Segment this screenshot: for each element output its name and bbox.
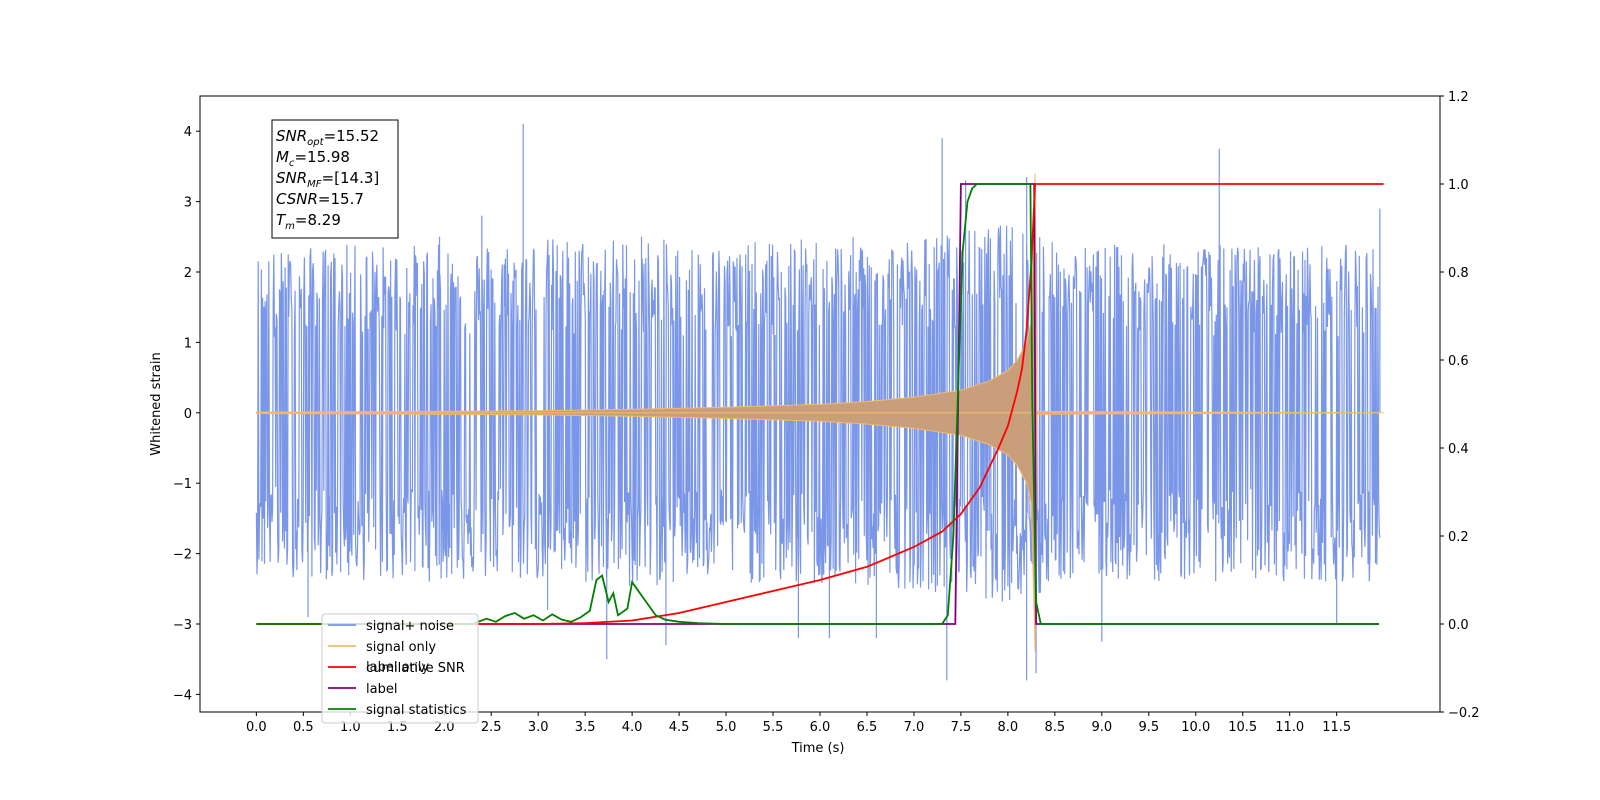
x-tick-label: 6.0: [810, 720, 831, 735]
stats-line: Tm=8.29: [276, 211, 341, 232]
stats-line: CSNR=15.7: [276, 190, 364, 208]
y-axis-left: −4 −3 −2 −1 0 1 2 3 4: [173, 125, 200, 703]
series-signal-noise: [255, 225, 1381, 602]
x-tick-label: 8.5: [1045, 720, 1066, 735]
legend-label: signal statistics: [366, 703, 467, 718]
x-axis-label: Time (s): [791, 741, 845, 756]
plot-area: [255, 124, 1384, 681]
x-tick-label: 10.5: [1228, 720, 1257, 735]
x-tick-label: 2.5: [481, 720, 502, 735]
x-tick-label: 1.5: [387, 720, 408, 735]
x-tick-label: 7.5: [951, 720, 972, 735]
y2-tick-label: 0.0: [1448, 618, 1469, 633]
legend-label: signal only: [366, 640, 436, 655]
y-tick-label: −1: [173, 477, 192, 492]
y2-tick-label: 0.4: [1448, 442, 1469, 457]
legend: label only signal+ noise signal only cumila…: [321, 613, 479, 724]
y-tick-label: 1: [184, 336, 192, 351]
y-tick-label: 4: [184, 125, 192, 140]
x-tick-label: 8.0: [998, 720, 1019, 735]
x-tick-label: 9.0: [1091, 720, 1112, 735]
stats-box-frame: [271, 119, 399, 239]
y2-tick-label: 0.8: [1448, 266, 1469, 281]
y-axis-right: −0.2 0.0 0.2 0.4 0.6 0.8 1.0 1.2: [1440, 90, 1480, 721]
y2-tick-label: 1.2: [1448, 90, 1469, 105]
y2-tick-label: 1.0: [1448, 178, 1469, 193]
y-tick-label: 3: [184, 196, 192, 211]
x-tick-label: 7.0: [904, 720, 925, 735]
x-tick-label: 3.5: [575, 720, 596, 735]
x-tick-label: 11.5: [1322, 720, 1351, 735]
y-tick-label: −4: [173, 688, 192, 703]
x-axis: 0.0 0.5 1.0 1.5 2.0 2.5 3.0 3.5 4.0 4.5 5.0 5.5 6.0 6…: [246, 712, 1351, 735]
x-tick-label: 1.0: [340, 720, 361, 735]
x-tick-label: 2.0: [434, 720, 455, 735]
x-tick-label: 4.5: [669, 720, 690, 735]
x-tick-label: 11.0: [1275, 720, 1304, 735]
y2-tick-label: −0.2: [1448, 706, 1480, 721]
legend-frame: [321, 613, 479, 724]
legend-label: signal+ noise: [366, 619, 454, 634]
legend-ghost-entry: label only: [366, 660, 429, 675]
x-tick-label: 0.0: [246, 720, 267, 735]
stats-box: SNRopt=15.52Mc=15.98SNRMF=[14.3]CSNR=15.…: [271, 119, 399, 239]
y2-tick-label: 0.6: [1448, 354, 1469, 369]
x-tick-label: 10.0: [1181, 720, 1210, 735]
stats-line: SNRMF=[14.3]: [276, 169, 379, 190]
legend-label: label: [366, 682, 397, 697]
y-tick-label: −2: [173, 548, 192, 563]
x-tick-label: 4.0: [622, 720, 643, 735]
stats-line: SNRopt=15.52: [276, 127, 379, 148]
x-tick-label: 0.5: [293, 720, 314, 735]
x-tick-label: 5.0: [716, 720, 737, 735]
series-signal-statistics: [256, 183, 1379, 625]
y-axis-label: Whitened strain: [149, 352, 164, 455]
legend-label: cumilative SNR: [366, 661, 465, 676]
y2-tick-label: 0.2: [1448, 530, 1469, 545]
stats-line: Mc=15.98: [276, 148, 350, 169]
y-tick-label: 0: [184, 407, 192, 422]
x-tick-label: 6.5: [857, 720, 878, 735]
y-tick-label: 2: [184, 266, 192, 281]
x-tick-label: 5.5: [763, 720, 784, 735]
series-cumulative-snr: [256, 183, 1384, 625]
x-tick-label: 3.0: [528, 720, 549, 735]
x-tick-label: 9.5: [1138, 720, 1159, 735]
y-tick-label: −3: [173, 618, 192, 633]
